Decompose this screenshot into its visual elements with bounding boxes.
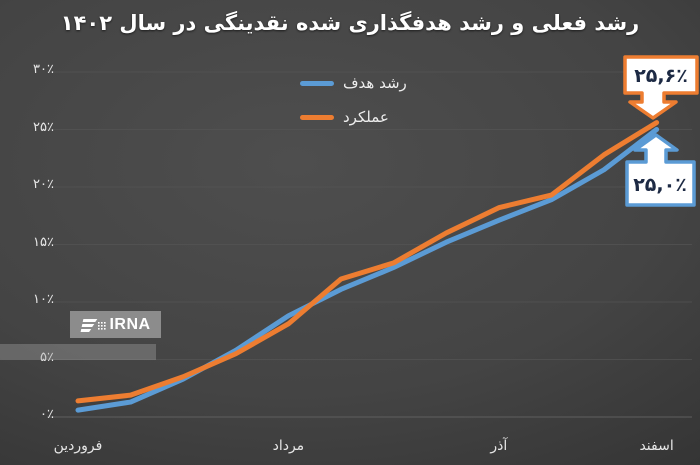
watermark-strip [0,344,156,360]
legend-item-actual: عملکرد [300,106,407,128]
watermark-box: IRNA [70,311,161,338]
y-axis-label: ۲۰٪ [33,177,54,192]
actual-line-swatch [300,114,334,120]
legend-label-target: رشد هدف [343,74,407,92]
x-axis-label: آذر [490,438,508,454]
actual-callout-shape [623,55,699,120]
target-callout-shape [625,133,696,207]
target-line [75,127,660,413]
y-axis-label: ۰٪ [40,407,54,422]
x-axis-label: فروردین [53,438,103,454]
y-axis-label: ۳۰٪ [33,62,54,77]
legend: رشد هدف عملکرد [300,72,407,140]
y-axis-label: ۲۵٪ [33,119,54,135]
y-axis-label: ۵٪ [40,349,54,365]
gridlines [47,71,692,418]
actual-line [75,120,660,404]
chart-title: رشد فعلی و رشد هدفگذاری شده نقدینگی در س… [60,11,640,35]
actual-callout-value: ۲۵,۶٪ [634,65,688,87]
y-axis-label: ۱۰٪ [33,292,54,307]
legend-label-actual: عملکرد [343,108,389,126]
target-line-swatch [300,80,334,86]
x-axis-label: اسفند [639,438,674,454]
x-axis-label: مرداد [272,438,305,454]
irna-wordmark: IRNA [109,315,151,333]
y-axis-label: ۱۵٪ [33,234,54,250]
data-series [75,120,660,413]
legend-item-target: رشد هدف [300,72,407,94]
irna-logo-icon [81,318,107,332]
target-callout-value: ۲۵,۰٪ [633,174,687,196]
